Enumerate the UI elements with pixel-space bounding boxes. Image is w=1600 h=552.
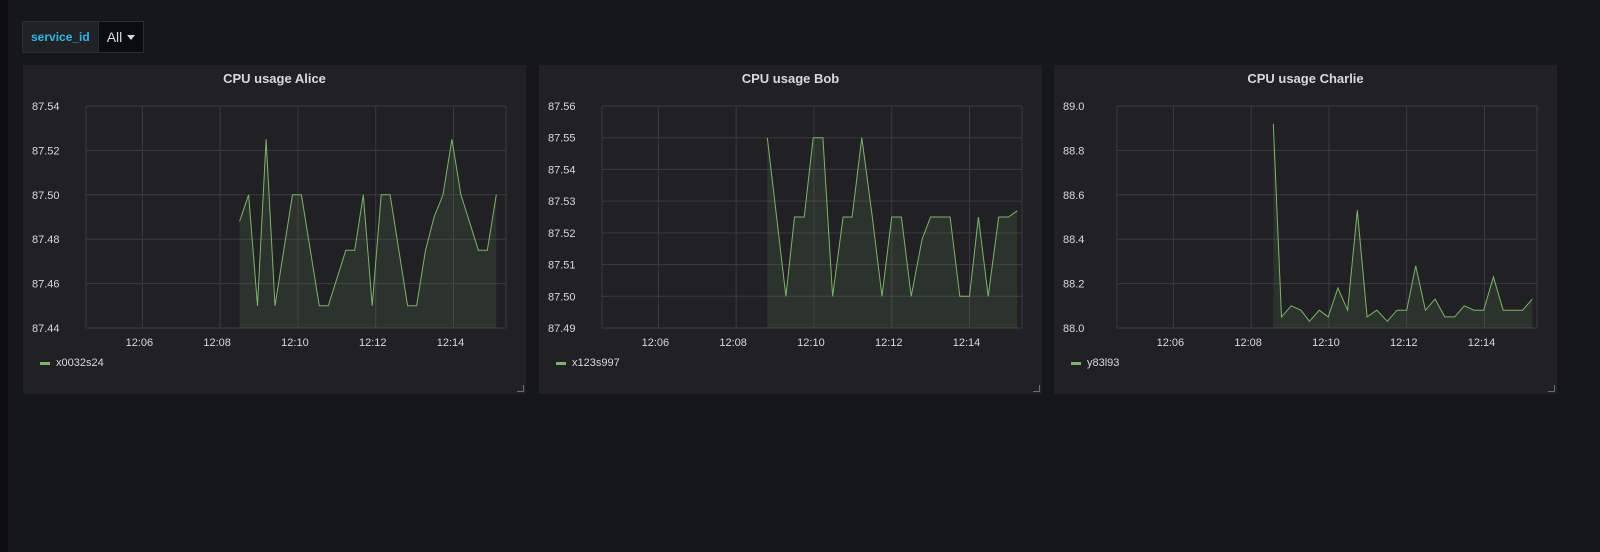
x-tick-label: 12:12 (875, 337, 903, 349)
y-tick-label: 88.4 (1063, 234, 1084, 246)
panel-title[interactable]: CPU usage Bob (741, 71, 840, 86)
y-tick-label: 87.53 (548, 196, 576, 208)
legend-swatch-icon (556, 361, 566, 365)
y-tick-label: 87.46 (32, 279, 60, 291)
panel-title[interactable]: CPU usage Alice (223, 71, 326, 86)
y-tick-label: 87.50 (548, 291, 576, 303)
legend-item[interactable]: x0032s24 (40, 357, 104, 369)
series-area (767, 137, 1018, 328)
y-tick-label: 87.44 (32, 323, 60, 335)
y-tick-label: 87.56 (548, 101, 576, 113)
x-tick-label: 12:08 (1234, 337, 1262, 349)
x-tick-label: 12:06 (642, 337, 670, 349)
series-area (1273, 123, 1533, 328)
resize-handle-icon[interactable] (517, 385, 524, 392)
x-tick-label: 12:14 (1468, 337, 1496, 349)
legend-label: x0032s24 (56, 357, 104, 369)
graph-chart[interactable]: 87.49 87.50 87.51 87.52 87.53 87.54 87.55 87.56… (539, 65, 1042, 394)
x-tick-label: 12:06 (126, 337, 154, 349)
y-tick-label: 88.8 (1063, 145, 1084, 157)
series-line (766, 137, 1018, 297)
series-line (1272, 123, 1533, 323)
resize-handle-icon[interactable] (1548, 385, 1555, 392)
graph-chart[interactable]: 87.44 87.46 87.48 87.50 87.52 87.54 12:06 12:08… (23, 65, 526, 394)
legend-swatch-icon (1071, 361, 1081, 365)
y-tick-label: 89.0 (1063, 101, 1084, 113)
variable-dropdown[interactable]: All (97, 21, 145, 53)
variable-value: All (106, 29, 123, 45)
y-tick-label: 87.49 (548, 323, 576, 335)
y-tick-label: 87.48 (32, 234, 60, 246)
legend-label: x123s997 (572, 357, 620, 369)
caret-down-icon (127, 34, 136, 40)
graph-chart[interactable]: 88.0 88.2 88.4 88.6 88.8 89.0 12:06 12:08 12:10 1… (1054, 65, 1557, 394)
sidebar-edge (0, 0, 8, 552)
x-tick-label: 12:14 (953, 337, 981, 349)
y-tick-label: 87.55 (548, 133, 576, 145)
y-tick-label: 87.52 (548, 228, 576, 240)
series-area (239, 139, 497, 328)
variable-label: service_id (22, 21, 98, 53)
y-tick-label: 88.0 (1063, 323, 1084, 335)
y-tick-label: 87.50 (32, 190, 60, 202)
x-tick-label: 12:08 (719, 337, 747, 349)
panel-cpu-charlie: CPU usage Charlie 88.0 88.2 88.4 88.6 88.8 89… (1054, 65, 1557, 394)
panel-cpu-bob: CPU usage Bob 87.49 87.50 87.51 87.52 87.53 8… (539, 65, 1042, 394)
panel-cpu-alice: CPU usage Alice 87.44 87.46 87.48 87.50 87.5… (23, 65, 526, 394)
y-tick-label: 87.54 (32, 101, 60, 113)
legend-swatch-icon (40, 361, 50, 365)
y-tick-label: 88.6 (1063, 190, 1084, 202)
legend-item[interactable]: x123s997 (556, 357, 620, 369)
x-tick-label: 12:12 (1390, 337, 1418, 349)
series-line (239, 139, 497, 307)
x-tick-label: 12:12 (359, 337, 387, 349)
x-tick-label: 12:10 (1312, 337, 1340, 349)
template-variable-bar: service_id All (22, 21, 145, 53)
y-tick-label: 87.54 (548, 164, 576, 176)
x-tick-label: 12:10 (797, 337, 825, 349)
y-tick-label: 88.2 (1063, 279, 1084, 291)
legend-item[interactable]: y83l93 (1071, 357, 1119, 369)
y-tick-label: 87.52 (32, 145, 60, 157)
x-tick-label: 12:14 (437, 337, 465, 349)
x-tick-label: 12:06 (1157, 337, 1185, 349)
x-tick-label: 12:08 (203, 337, 231, 349)
legend-label: y83l93 (1087, 357, 1120, 369)
x-tick-label: 12:10 (281, 337, 309, 349)
resize-handle-icon[interactable] (1033, 385, 1040, 392)
panel-title[interactable]: CPU usage Charlie (1247, 71, 1364, 86)
y-tick-label: 87.51 (548, 260, 576, 272)
